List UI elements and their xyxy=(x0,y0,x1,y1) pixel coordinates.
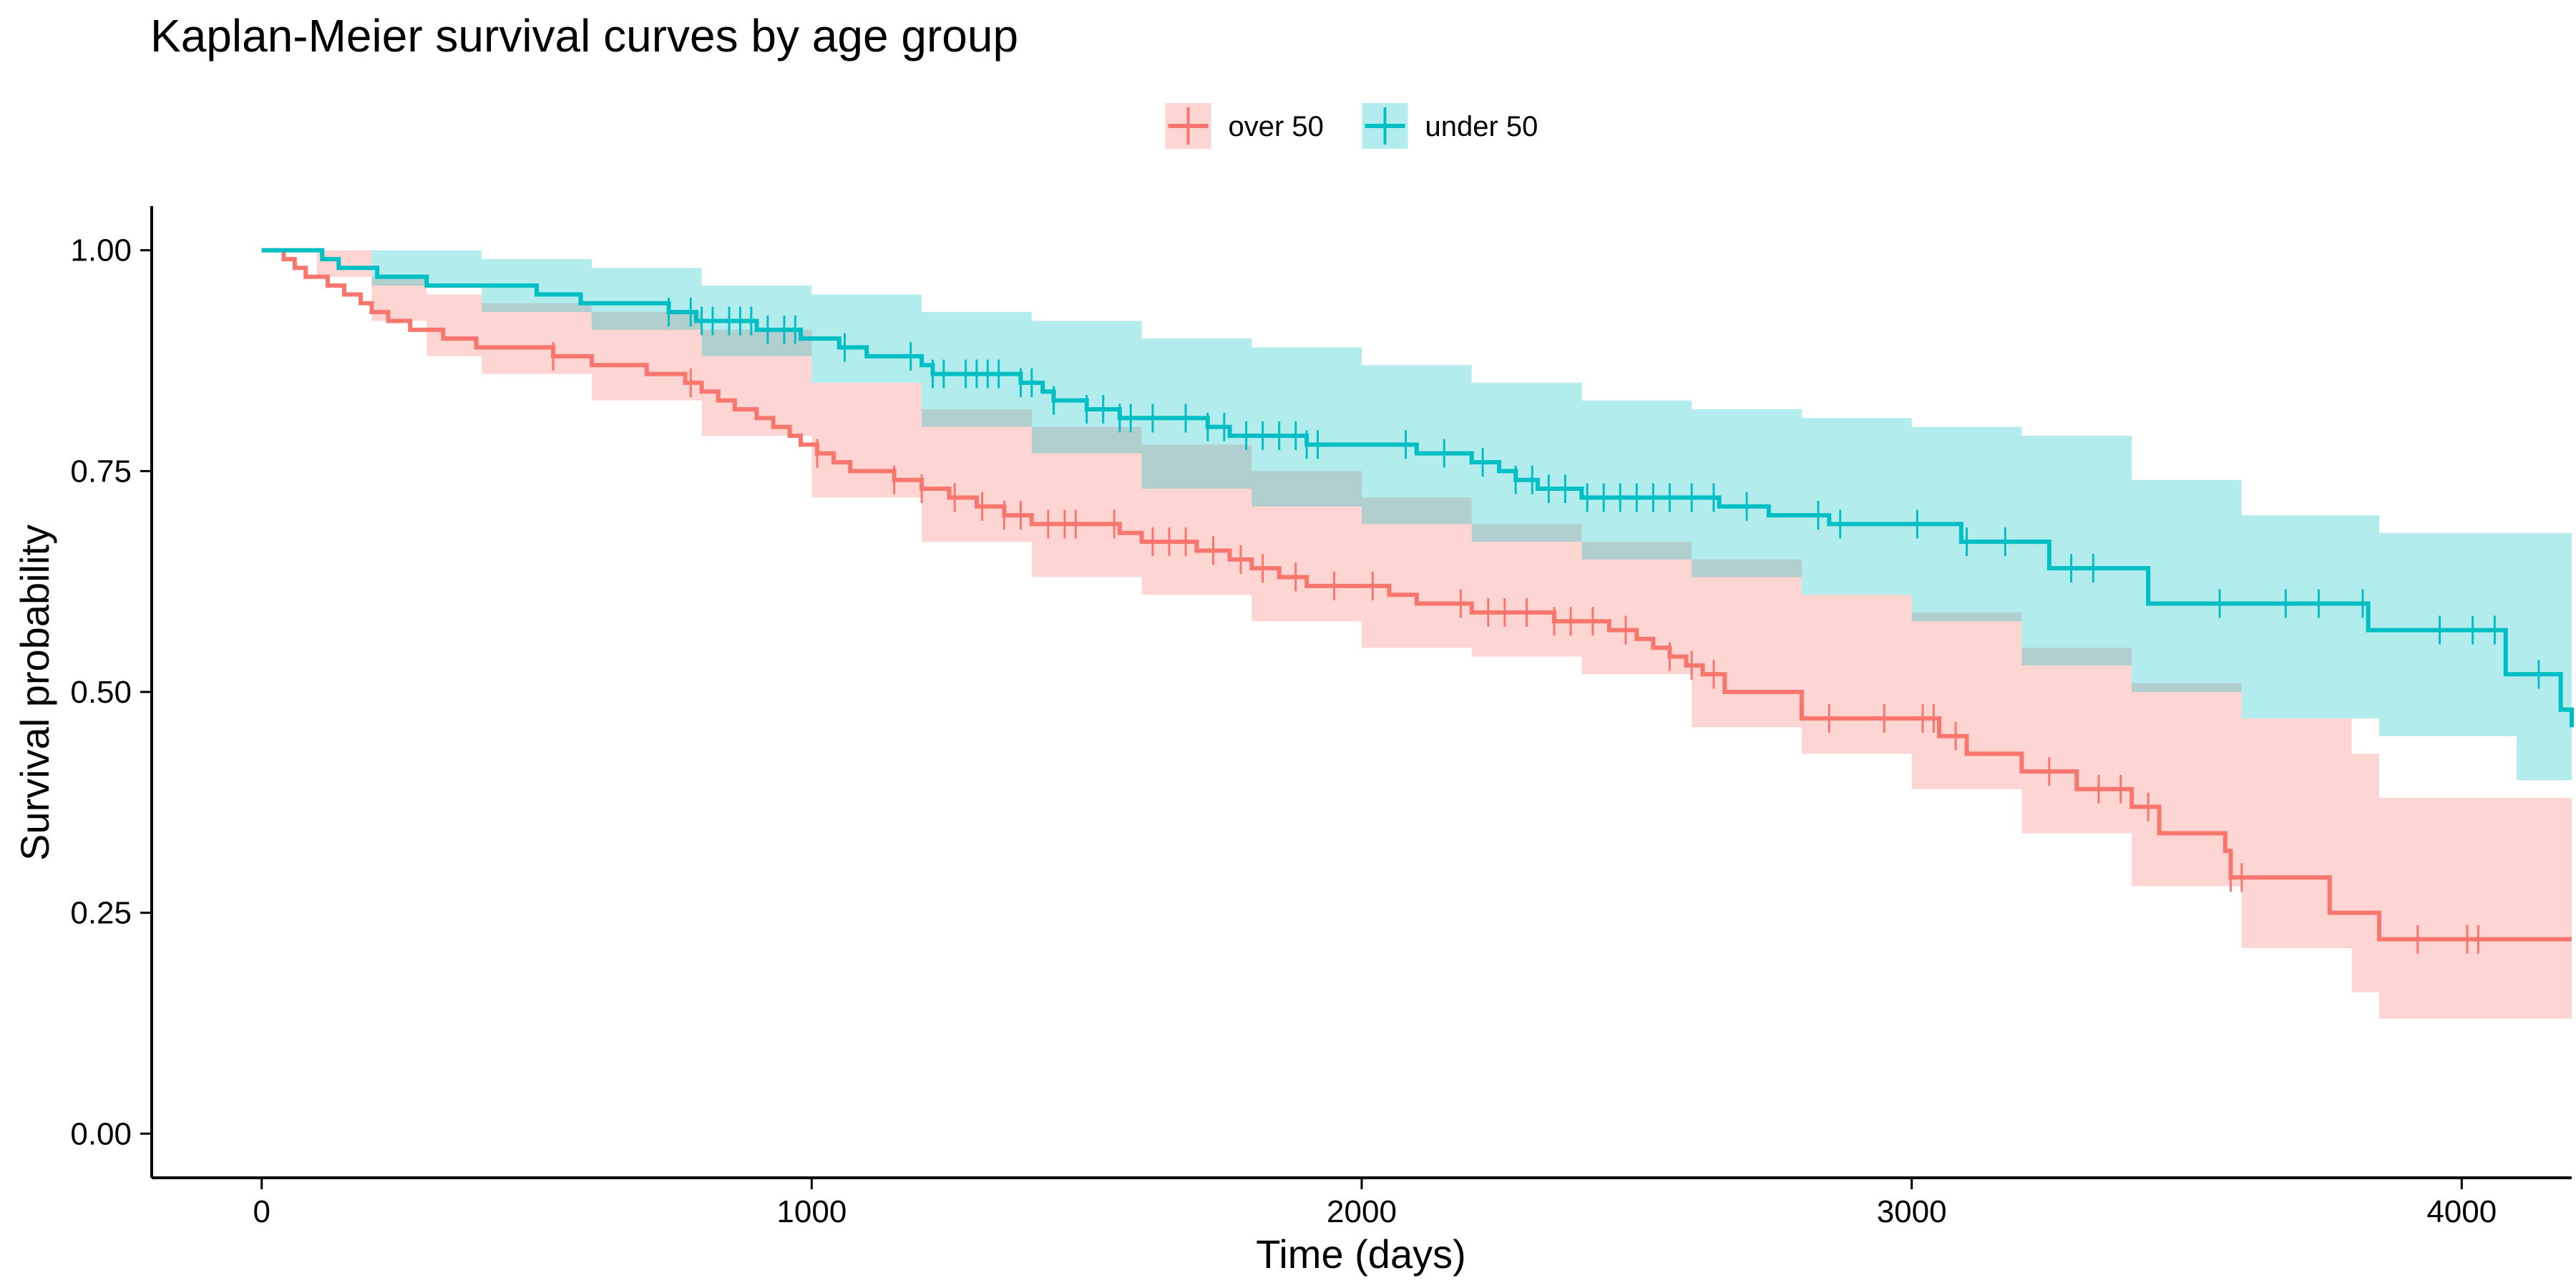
legend: over 50 under 50 xyxy=(1165,103,1538,149)
ci-band-over-50 xyxy=(261,250,2572,1019)
legend-item-under-50: under 50 xyxy=(1362,103,1538,149)
censor-marks xyxy=(552,298,2540,954)
legend-label-over-50: over 50 xyxy=(1229,111,1324,142)
y-tick-label: 0.25 xyxy=(70,896,132,931)
x-tick-label: 4000 xyxy=(2426,1194,2497,1229)
y-axis-ticks: 0.00 0.25 0.50 0.75 1.00 xyxy=(70,233,152,1151)
axes: 0 1000 2000 3000 4000 0.00 0.25 0.50 0.75 1.00 xyxy=(70,206,2572,1229)
chart-title: Kaplan-Meier survival curves by age grou… xyxy=(150,10,1018,62)
legend-item-over-50: over 50 xyxy=(1165,103,1324,149)
y-tick-label: 0.75 xyxy=(70,454,132,489)
x-tick-label: 0 xyxy=(253,1194,270,1229)
x-tick-label: 2000 xyxy=(1327,1194,1397,1229)
legend-label-under-50: under 50 xyxy=(1425,111,1538,142)
x-tick-label: 3000 xyxy=(1877,1194,1947,1229)
curve-over-50 xyxy=(261,248,2572,942)
x-axis-title: Time (days) xyxy=(1256,1231,1466,1277)
y-axis-title: Survival probability xyxy=(12,525,57,861)
confidence-bands xyxy=(261,250,2572,1019)
ci-band-under-50 xyxy=(261,250,2572,842)
x-tick-label: 1000 xyxy=(776,1194,847,1229)
y-tick-label: 0.50 xyxy=(70,675,132,710)
y-tick-label: 0.00 xyxy=(70,1116,132,1151)
x-axis-ticks: 0 1000 2000 3000 4000 xyxy=(253,1178,2497,1229)
y-tick-label: 1.00 xyxy=(70,233,132,268)
